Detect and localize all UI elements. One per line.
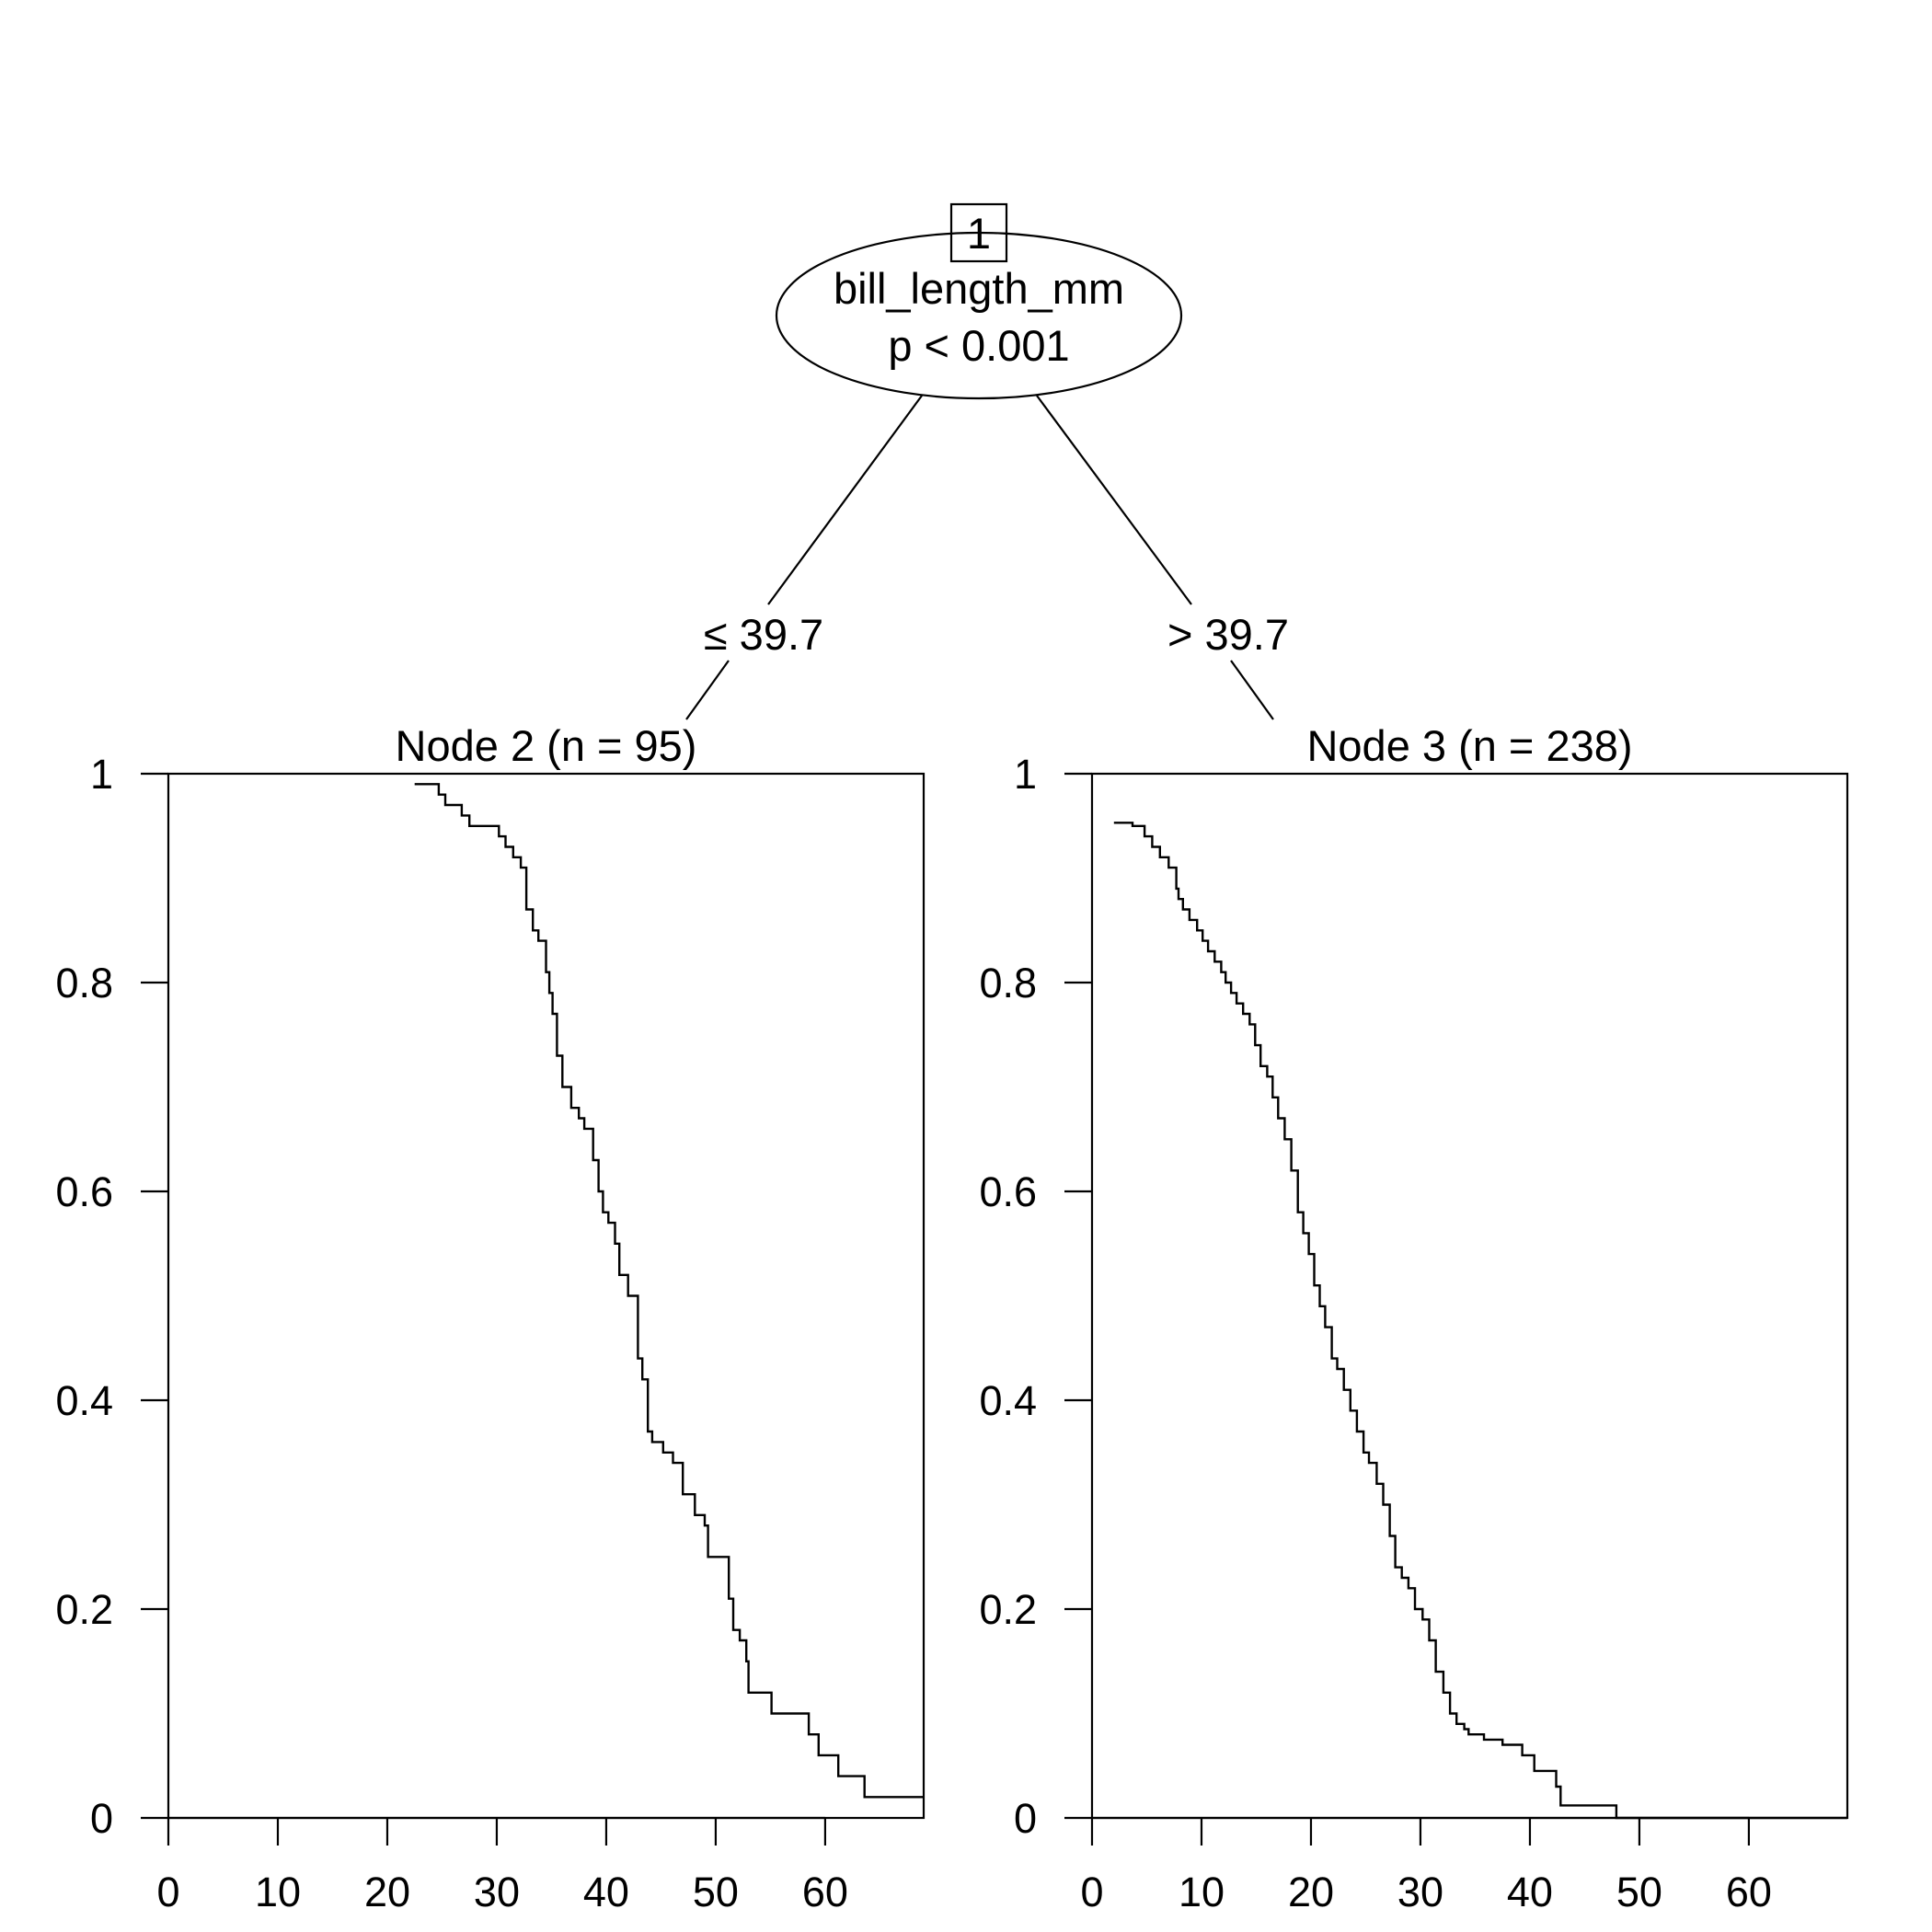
edge-root-to-left (767, 395, 923, 605)
node-2-survival-curve (414, 783, 924, 1799)
node-3-x-tick-label: 20 (1288, 1869, 1334, 1915)
node-3-y-tick-label: 0.2 (979, 1586, 1037, 1633)
root-node-id-box (949, 202, 1008, 263)
node-3-x-tick-label: 50 (1616, 1869, 1662, 1915)
node-3-x-tick-label: 40 (1507, 1869, 1553, 1915)
node-3-title: Node 3 (n = 238) (1306, 721, 1632, 770)
node-2-x-tick-label: 20 (364, 1869, 410, 1915)
node-2-title: Node 2 (n = 95) (396, 721, 697, 770)
root-node-p-value: p < 0.001 (888, 321, 1069, 370)
node-2-x-tick-label: 40 (583, 1869, 629, 1915)
node-2-x-tick-label: 30 (474, 1869, 520, 1915)
node-2-y-tick-label: 1 (90, 751, 113, 798)
node-2-y-tick-label: 0.2 (55, 1586, 113, 1633)
edge-left-to-node2 (685, 660, 730, 720)
node-3-y-tick-label: 1 (1014, 751, 1037, 798)
node-3-y-tick-label: 0 (1014, 1795, 1037, 1842)
root-node-ellipse (775, 231, 1183, 400)
node-3-x-tick-label: 10 (1179, 1869, 1225, 1915)
split-label-left: ≤ 39.7 (704, 610, 823, 659)
node-2-y-tick-label: 0 (90, 1795, 113, 1842)
node-3-survival-curve (1113, 822, 1847, 1820)
root-node-id: 1 (967, 209, 991, 258)
node-3-x-tick-label: 30 (1397, 1869, 1443, 1915)
edge-root-to-right (1036, 395, 1192, 605)
node-2-x-tick-label: 10 (255, 1869, 301, 1915)
node-3-x-tick-label: 0 (1080, 1869, 1103, 1915)
node-2-y-tick-label: 0.4 (55, 1377, 113, 1424)
node-2-y-tick-label: 0.8 (55, 960, 113, 1006)
node-2-x-tick-label: 50 (693, 1869, 739, 1915)
node-3-survival-plot: Node 3 (n = 238)00.20.40.60.810 10 20 30 40 5… (979, 721, 1849, 1915)
node-2-survival-plot: Node 2 (n = 95)00.20.40.60.810 10 20 30 40 50… (55, 721, 926, 1915)
split-label-right: > 39.7 (1167, 610, 1289, 659)
edge-right-to-node3 (1230, 660, 1274, 720)
node-2-x-tick-label: 0 (156, 1869, 179, 1915)
node-3-plot-frame (1090, 772, 1849, 1820)
node-2-x-tick-label: 60 (802, 1869, 848, 1915)
node-2-y-tick-label: 0.6 (55, 1168, 113, 1215)
node-3-y-tick-label: 0.4 (979, 1377, 1037, 1424)
node-2-plot-frame (167, 772, 926, 1820)
node-3-x-tick-label: 60 (1726, 1869, 1772, 1915)
node-3-y-tick-label: 0.8 (979, 960, 1037, 1006)
node-3-y-tick-label: 0.6 (979, 1168, 1037, 1215)
root-node-variable: bill_length_mm (834, 264, 1124, 313)
